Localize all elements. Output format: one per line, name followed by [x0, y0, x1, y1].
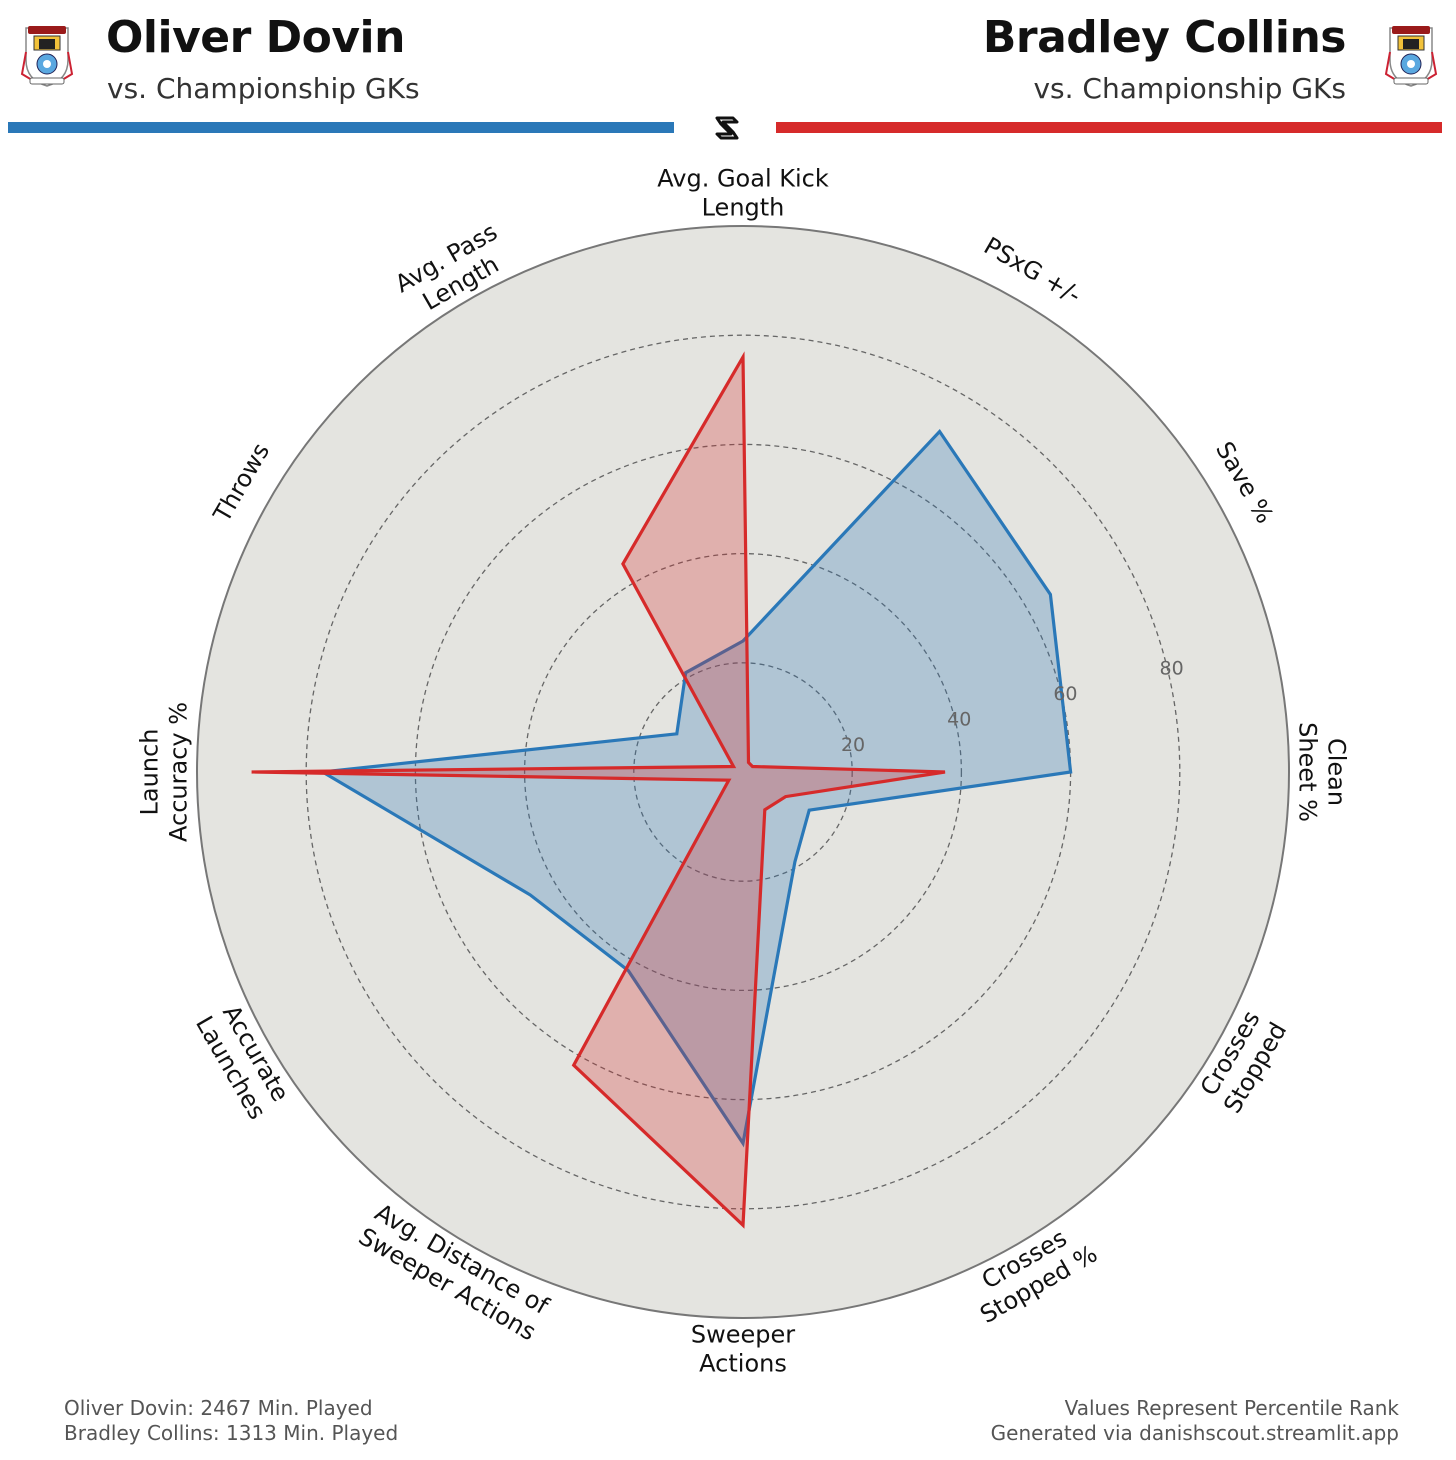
axis-label: Launch Accuracy % [136, 702, 193, 842]
right-player-name: Bradley Collins [982, 12, 1347, 63]
tick-label: 40 [947, 709, 971, 731]
right-player-subtitle: vs. Championship GKs [1033, 72, 1346, 105]
radar-tick-labels: 20 40 60 80 [841, 658, 1184, 756]
radar-background [196, 225, 1290, 1319]
axis-label-line: Clean [1323, 738, 1351, 806]
left-player-minutes: Oliver Dovin: 2467 Min. Played [64, 1396, 373, 1420]
source-note: Values Represent Percentile Rank Generat… [991, 1396, 1399, 1446]
right-player-minutes: Bradley Collins: 1313 Min. Played [64, 1421, 399, 1445]
app-logo-icon [715, 116, 739, 140]
left-club-crest [20, 26, 74, 87]
right-color-bar [776, 122, 1442, 133]
axis-label-line: Length [702, 194, 785, 222]
left-player-name: Oliver Dovin [106, 12, 405, 63]
grid-ring [523, 552, 963, 992]
axis-label-line: Launch [136, 729, 164, 816]
grid-ring [633, 662, 853, 882]
axis-label-line: Sweeper [691, 1321, 795, 1349]
minutes-played-note: Oliver Dovin: 2467 Min. Played Bradley C… [64, 1396, 398, 1446]
radar-series [251, 351, 1073, 1229]
generator-credit: Generated via danishscout.streamlit.app [990, 1421, 1399, 1445]
tick-label: 20 [841, 734, 865, 756]
left-color-bar [8, 122, 674, 133]
tick-label: 80 [1160, 658, 1184, 680]
tick-label: 60 [1053, 683, 1077, 705]
left-player-subtitle: vs. Championship GKs [107, 72, 420, 105]
axis-label-line: Actions [699, 1350, 787, 1378]
axis-label-line: Sheet % [1294, 722, 1322, 822]
axis-label-line: Accuracy % [165, 702, 193, 842]
axis-label-line: Avg. Goal Kick [657, 165, 829, 193]
percentile-note: Values Represent Percentile Rank [1064, 1396, 1399, 1420]
right-club-crest [1384, 26, 1438, 87]
